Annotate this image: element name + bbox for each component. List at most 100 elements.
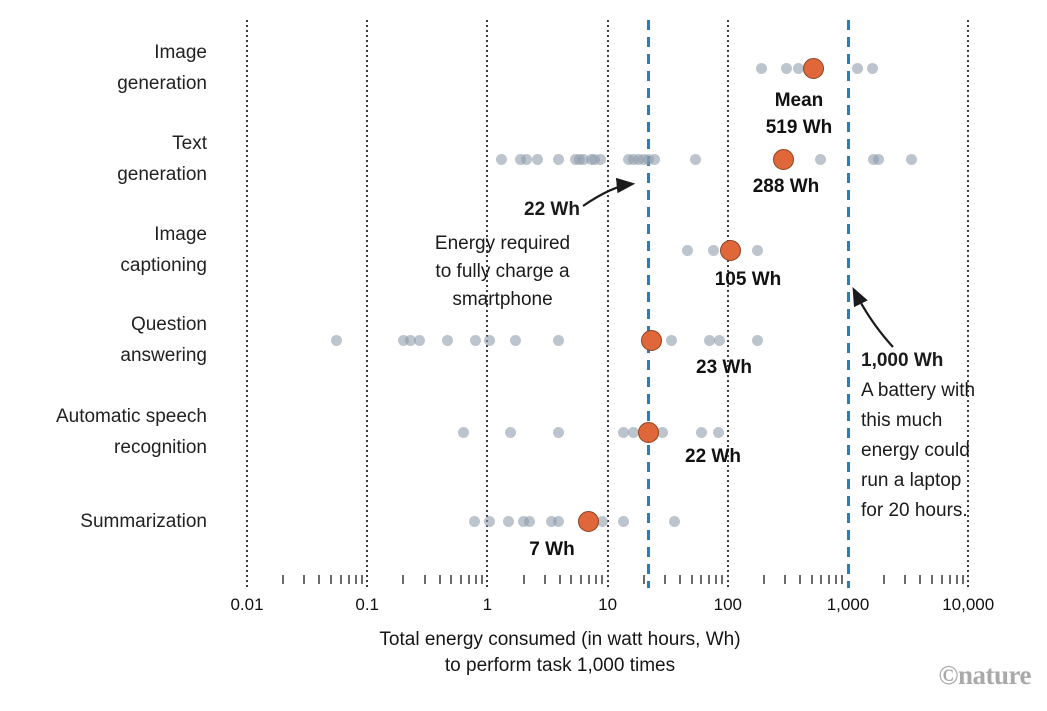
- data-dot: [713, 334, 725, 346]
- mean-dot: [578, 510, 600, 532]
- minor-tick-icon: [940, 575, 943, 584]
- minor-tick-icon: [678, 575, 681, 584]
- minor-tick-icon: [423, 575, 426, 584]
- data-dot: [470, 334, 482, 346]
- category-label-line: generation: [117, 73, 207, 94]
- minor-tick-icon: [948, 575, 951, 584]
- minor-tick-icon: [594, 575, 597, 584]
- minor-tick-icon: [450, 575, 453, 584]
- minor-tick-icon: [708, 575, 711, 584]
- minor-tick-icon: [318, 575, 321, 584]
- data-dot: [755, 62, 767, 74]
- mean-label: 22 Wh: [685, 443, 741, 470]
- data-dot: [596, 515, 608, 527]
- minor-tick-icon: [762, 575, 765, 584]
- category-label-line: recognition: [114, 437, 207, 458]
- minor-tick-icon: [459, 575, 462, 584]
- minor-tick-icon: [841, 575, 844, 584]
- data-dot: [851, 62, 863, 74]
- minor-tick-icon: [690, 575, 693, 584]
- minor-tick-icon: [715, 575, 718, 584]
- minor-tick-icon: [835, 575, 838, 584]
- data-dot: [442, 334, 454, 346]
- data-dot: [405, 334, 417, 346]
- minor-tick-icon: [700, 575, 703, 584]
- data-dot: [695, 426, 707, 438]
- data-dot: [668, 515, 680, 527]
- mean-dot: [638, 421, 660, 443]
- mean-label: 23 Wh: [696, 354, 752, 381]
- data-dot: [552, 515, 564, 527]
- minor-tick-icon: [570, 575, 573, 584]
- laptop-note-line: for 20 hours.: [861, 500, 968, 521]
- data-dot: [703, 334, 715, 346]
- category-label-line: answering: [120, 345, 207, 366]
- category-label: Summarization: [0, 506, 207, 537]
- data-dot: [873, 153, 885, 165]
- data-dot: [397, 334, 409, 346]
- category-label: Image generation: [0, 37, 207, 99]
- minor-tick-icon: [721, 575, 724, 584]
- minor-tick-icon: [347, 575, 350, 584]
- minor-tick-icon: [799, 575, 802, 584]
- data-dot: [518, 515, 530, 527]
- data-dot: [484, 515, 496, 527]
- data-dot: [656, 426, 668, 438]
- x-tick-label: 1: [482, 595, 493, 614]
- minor-tick-icon: [402, 575, 405, 584]
- mean-label: Mean 519 Wh: [766, 87, 833, 141]
- category-label-line: captioning: [120, 255, 207, 276]
- x-tick-label: 10: [598, 595, 618, 614]
- x-tick-label: 1,000: [826, 595, 870, 614]
- data-dot: [627, 426, 639, 438]
- gridline-decade: [967, 20, 970, 588]
- minor-tick-icon: [820, 575, 823, 584]
- smartphone-note-line: to fully charge a: [435, 261, 570, 282]
- category-label: Image captioning: [0, 219, 207, 281]
- minor-tick-icon: [587, 575, 590, 584]
- data-dot: [457, 426, 469, 438]
- data-dot: [503, 515, 515, 527]
- data-dot: [617, 515, 629, 527]
- gridline-decade: [366, 20, 369, 588]
- data-dot: [643, 153, 655, 165]
- x-tick-label: 0.1: [355, 595, 380, 614]
- mean-label-line: 519 Wh: [765, 117, 833, 138]
- category-label: Automatic speech recognition: [0, 401, 207, 463]
- laptop-note-line: A battery with: [861, 380, 976, 401]
- minor-tick-icon: [474, 575, 477, 584]
- data-dot: [552, 334, 564, 346]
- laptop-note: 1,000 Wh A battery with this much energy…: [861, 346, 1031, 526]
- data-dot: [531, 153, 543, 165]
- x-tick-label: 0.01: [230, 595, 264, 614]
- minor-tick-icon: [663, 575, 666, 584]
- category-label-line: Image: [154, 42, 207, 63]
- minor-tick-icon: [883, 575, 886, 584]
- gridline-decade: [726, 20, 729, 588]
- gridline-decade: [246, 20, 248, 588]
- minor-tick-icon: [480, 575, 483, 584]
- minor-tick-icon: [522, 575, 525, 584]
- gridline-decade: [606, 20, 609, 588]
- reference-line-22: [647, 20, 651, 588]
- data-dot: [552, 153, 564, 165]
- data-dot: [468, 515, 480, 527]
- mean-label-line: Mean: [774, 90, 824, 111]
- minor-tick-icon: [360, 575, 363, 584]
- mean-dot: [719, 239, 741, 261]
- data-dot: [331, 334, 343, 346]
- minor-tick-icon: [339, 575, 342, 584]
- minor-tick-icon: [282, 575, 285, 584]
- data-dot: [484, 334, 496, 346]
- smartphone-note-text: Energy required to fully charge a smartp…: [400, 230, 605, 314]
- minor-tick-icon: [784, 575, 787, 584]
- x-axis-title-line1: Total energy consumed (in watt hours, Wh…: [379, 629, 741, 650]
- minor-tick-icon: [961, 575, 964, 584]
- minor-tick-icon: [810, 575, 813, 584]
- laptop-note-line: energy could: [861, 440, 970, 461]
- data-dot: [752, 244, 764, 256]
- gridline-decade: [486, 20, 489, 588]
- mean-label: 105 Wh: [715, 266, 782, 293]
- minor-tick-icon: [828, 575, 831, 584]
- minor-tick-icon: [438, 575, 441, 584]
